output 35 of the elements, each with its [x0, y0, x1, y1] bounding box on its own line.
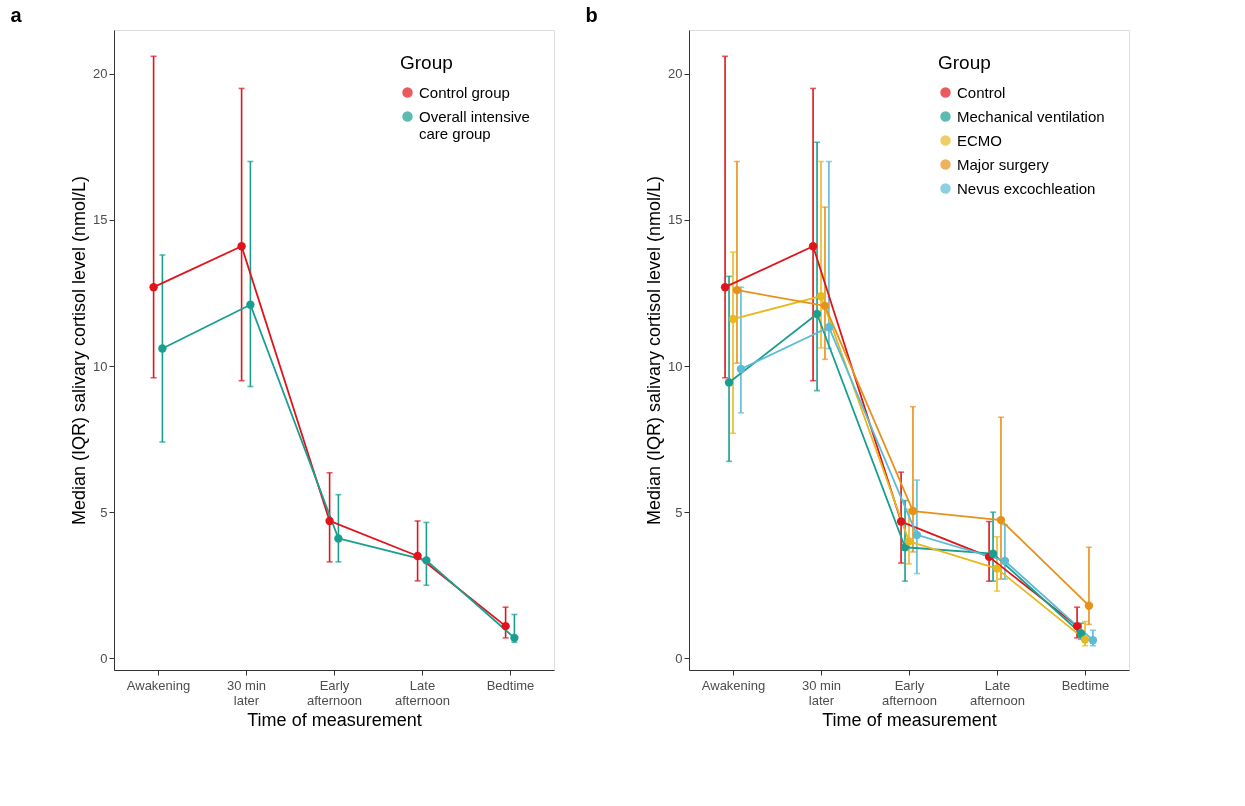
chart-title: b [585, 4, 598, 26]
y-tick-label: 5 [675, 504, 683, 520]
legend-label: Overall intensive care group [419, 107, 530, 142]
x-tick-label: Early afternoon [307, 677, 362, 708]
legend-label: ECMO [957, 131, 1002, 149]
x-tick-label: Awakening [701, 677, 766, 693]
x-tick-label: Late afternoon [395, 677, 450, 708]
y-tick-label: 20 [668, 66, 683, 82]
y-tick-label: 20 [93, 66, 108, 82]
x-axis-title: Time of measurement [247, 709, 422, 730]
legend-label: Control [957, 83, 1006, 101]
y-tick-label: 0 [675, 650, 683, 666]
chart-title: a [10, 4, 23, 26]
legend-title: Group [400, 52, 453, 73]
x-axis-title: Time of measurement [822, 709, 997, 730]
y-tick-label: 10 [93, 358, 108, 374]
y-tick-label: 15 [93, 212, 108, 228]
y-tick-label: 5 [100, 504, 108, 520]
legend-title: Group [938, 52, 991, 73]
x-tick-label: Awakening [126, 677, 191, 693]
x-tick-label: Early afternoon [882, 677, 937, 708]
x-tick-label: 30 min later [801, 677, 842, 708]
y-tick-label: 15 [668, 212, 683, 228]
legend-label: Major surgery [957, 155, 1050, 173]
x-tick-label: Bedtime [1061, 677, 1110, 693]
x-tick-label: 30 min later [226, 677, 267, 708]
legend-label: Nevus excochleation [957, 179, 1096, 197]
x-tick-label: Late afternoon [970, 677, 1025, 708]
y-tick-label: 0 [100, 650, 108, 666]
y-axis-title: Median (IQR) salivary cortisol level (nmol/L) [644, 175, 665, 526]
legend-label: Mechanical ventilation [957, 107, 1105, 125]
y-axis-title: Median (IQR) salivary cortisol level (nmol/L) [69, 175, 90, 526]
y-tick-label: 10 [668, 358, 683, 374]
x-tick-label: Bedtime [486, 677, 535, 693]
legend-label: Control group [419, 83, 510, 101]
